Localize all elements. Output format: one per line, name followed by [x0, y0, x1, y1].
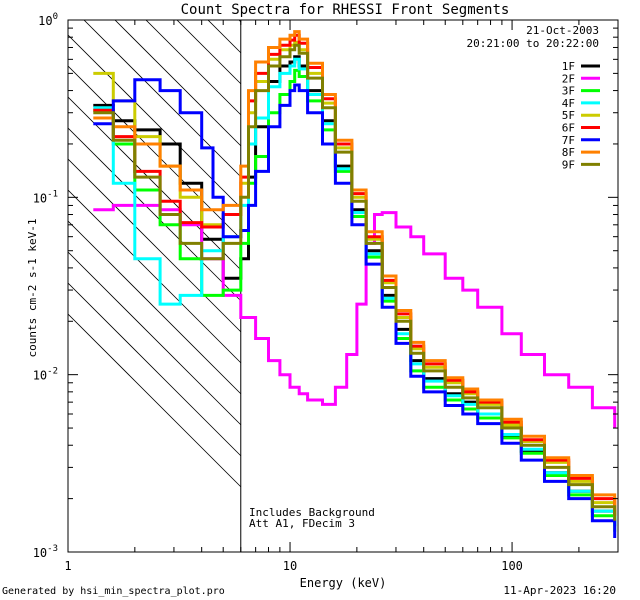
legend-label-8f: 8F	[562, 146, 575, 159]
y-tick-label: 10-3	[33, 544, 58, 560]
annotation-background: Includes Background	[249, 506, 375, 519]
hatch-line	[114, 20, 242, 147]
y-tick-label: 10-1	[33, 189, 58, 205]
footer-generated-by: Generated by hsi_min_spectra_plot.pro	[2, 586, 225, 597]
legend-label-2f: 2F	[562, 72, 575, 85]
y-tick-labels: 100 10-1 10-2 10-3	[33, 12, 58, 560]
hatch-line	[68, 313, 242, 488]
series-line-2f	[93, 203, 617, 428]
legend-label-3f: 3F	[562, 85, 575, 98]
chart-title: Count Spectra for RHESSI Front Segments	[181, 2, 510, 18]
legend-label-6f: 6F	[562, 122, 575, 135]
x-axis-label: Energy (keV)	[300, 576, 387, 590]
plot-frame	[67, 19, 619, 553]
hatch-line	[68, 220, 242, 395]
legend-label-5f: 5F	[562, 109, 575, 122]
x-tick-label: 1	[64, 559, 71, 573]
legend-label-9f: 9F	[562, 158, 575, 171]
series-line-9f	[93, 43, 617, 521]
hatch-line	[68, 189, 242, 364]
footer-timestamp: 11-Apr-2023 16:20	[503, 584, 616, 597]
hatch-line	[68, 158, 242, 333]
y-tick-label: 10-2	[33, 367, 58, 383]
x-tick-label: 100	[501, 559, 523, 573]
hatch-line	[207, 20, 242, 54]
hatch-line	[68, 96, 242, 271]
hatch-line	[145, 20, 242, 116]
axis-ticks	[67, 19, 619, 553]
legend-label-1f: 1F	[562, 60, 575, 73]
hatch-line	[68, 251, 242, 426]
legend-label-4f: 4F	[562, 97, 575, 110]
x-tick-label: 10	[283, 559, 297, 573]
series-lines	[93, 30, 617, 538]
hatch-line	[68, 282, 242, 457]
y-axis-label: counts cm-2 s-1 keV-1	[26, 218, 39, 357]
time-range-label: 20:21:00 to 20:22:00	[467, 37, 599, 50]
hatch-line	[68, 127, 242, 302]
hatch-line	[176, 20, 242, 85]
legend-label-7f: 7F	[562, 134, 575, 147]
annotation-attenuator: Att A1, FDecim 3	[249, 517, 355, 530]
date-label: 21-Oct-2003	[526, 24, 599, 37]
x-tick-labels: 1 10 100	[64, 559, 523, 573]
y-tick-label: 100	[38, 12, 58, 28]
